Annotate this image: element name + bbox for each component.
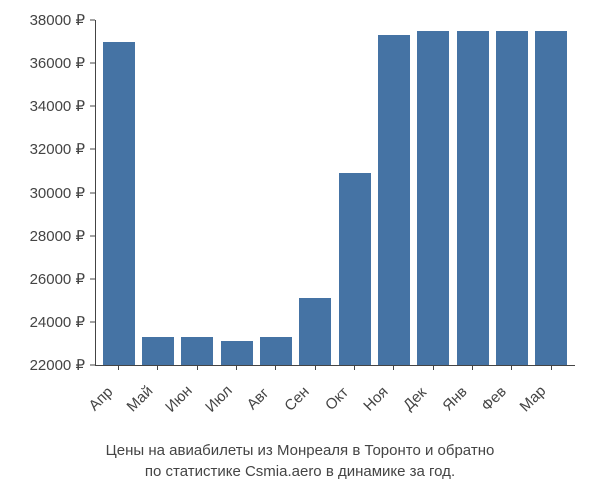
y-tick-mark: [90, 63, 95, 64]
y-tick-label: 26000 ₽: [30, 270, 85, 288]
y-tick-mark: [90, 278, 95, 279]
y-tick-mark: [90, 365, 95, 366]
bars-group: [95, 20, 575, 365]
bar: [417, 31, 449, 365]
y-tick-mark: [90, 149, 95, 150]
y-tick-mark: [90, 20, 95, 21]
y-tick-label: 30000 ₽: [30, 184, 85, 202]
y-tick-mark: [90, 192, 95, 193]
caption-line-2: по статистике Csmia.aero в динамике за г…: [145, 463, 455, 480]
bar: [221, 341, 253, 365]
bar: [378, 35, 410, 365]
bar: [142, 337, 174, 365]
bar: [299, 298, 331, 365]
y-tick-label: 22000 ₽: [30, 356, 85, 374]
bar: [457, 31, 489, 365]
y-tick-label: 38000 ₽: [30, 11, 85, 29]
y-tick-mark: [90, 106, 95, 107]
bar: [181, 337, 213, 365]
y-tick-label: 36000 ₽: [30, 54, 85, 72]
y-tick-mark: [90, 235, 95, 236]
chart-caption: Цены на авиабилеты из Монреаля в Торонто…: [0, 440, 600, 482]
bar: [260, 337, 292, 365]
caption-line-1: Цены на авиабилеты из Монреаля в Торонто…: [106, 442, 495, 459]
bar: [103, 42, 135, 365]
y-tick-label: 28000 ₽: [30, 227, 85, 245]
chart-container: 22000 ₽ 24000 ₽ 26000 ₽ 28000 ₽ 30000 ₽ 32000…: [0, 0, 600, 500]
y-axis: 22000 ₽24000 ₽26000 ₽28000 ₽30000 ₽32000…: [0, 20, 90, 365]
bar: [339, 173, 371, 365]
bar: [535, 31, 567, 365]
plot-area: [95, 20, 575, 365]
y-tick-mark: [90, 321, 95, 322]
x-axis-labels: АпрМайИюнИюлАвгСенОктНояДекЯнвФевМар: [95, 370, 575, 430]
y-tick-label: 34000 ₽: [30, 97, 85, 115]
y-tick-label: 24000 ₽: [30, 313, 85, 331]
bar: [496, 31, 528, 365]
y-tick-label: 32000 ₽: [30, 140, 85, 158]
